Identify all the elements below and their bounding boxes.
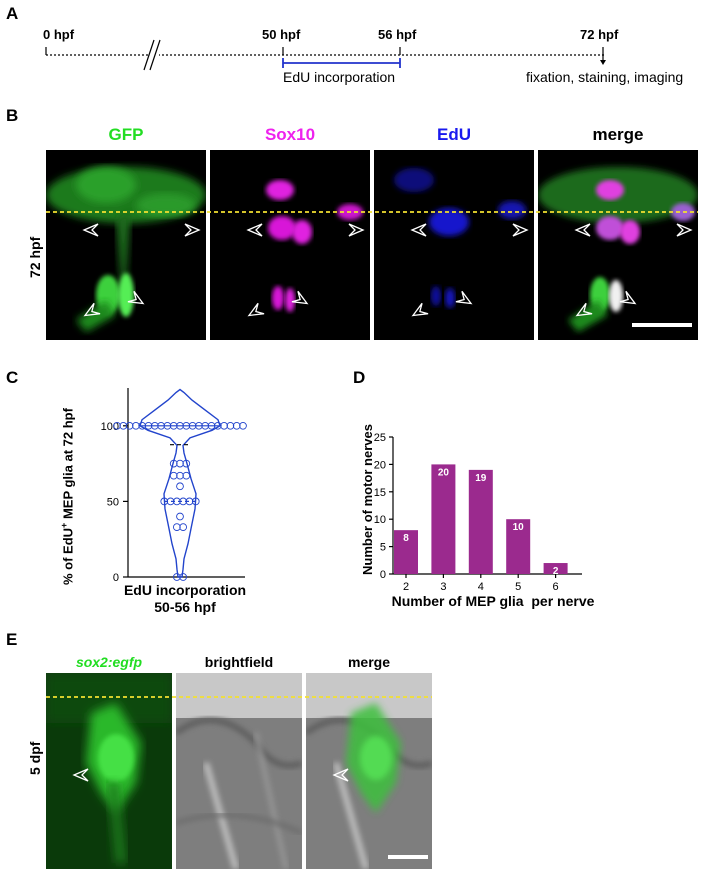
gfp-signal	[46, 167, 206, 332]
panel-d-xlabel: Number of MEP glia per nerve	[391, 593, 595, 609]
d-xtick-label: 2	[403, 581, 409, 593]
edu-micrograph	[374, 150, 534, 340]
panel-c-xlabel-2: 50-56 hpf	[154, 599, 216, 615]
gfp-micrograph	[46, 150, 206, 340]
sox10-signal	[266, 180, 363, 312]
panel-a-label: A	[6, 4, 19, 23]
header-sox10: Sox10	[264, 125, 316, 144]
timeline-0hpf: 0 hpf	[43, 27, 75, 42]
d-bar	[506, 519, 531, 574]
c-data-point	[182, 471, 191, 480]
header-merge-e: merge	[347, 654, 391, 670]
c-data-point	[176, 482, 184, 491]
d-bar-value-label: 20	[438, 467, 450, 478]
d-bar	[468, 469, 493, 574]
c-data-point	[173, 523, 181, 531]
header-brightfield: brightfield	[204, 654, 274, 670]
merge-signal	[538, 167, 698, 332]
c-data-point	[182, 459, 191, 468]
c-data-point	[169, 471, 178, 480]
c-ytick-label: 0	[113, 572, 119, 584]
c-data-point	[176, 512, 184, 521]
header-gfp: GFP	[108, 125, 144, 144]
panel-e-overlay	[46, 696, 432, 859]
arrowhead-icons-e	[72, 768, 349, 782]
d-bar	[394, 530, 418, 574]
c-data-point	[220, 421, 228, 430]
c-data-point	[173, 573, 181, 581]
d-bar-value-label: 19	[475, 473, 487, 484]
timeline-56hpf: 56 hpf	[378, 27, 417, 42]
header-sox2-egfp: sox2:egfp	[75, 654, 143, 670]
c-data-point	[176, 471, 184, 480]
edu-signal	[394, 168, 526, 308]
fixation-label: fixation, staining, imaging	[526, 69, 684, 85]
header-merge: merge	[592, 125, 644, 144]
merge-micrograph	[538, 150, 698, 340]
arrowhead-icons	[82, 223, 693, 317]
c-ytick-label: 50	[107, 496, 119, 508]
c-data-point	[113, 421, 121, 430]
panel-c-xlabel-1: EdU incorporation	[123, 582, 247, 598]
d-xtick-label: 4	[478, 581, 484, 593]
d-ytick-label: 20	[374, 459, 386, 471]
timeline-72hpf: 72 hpf	[580, 27, 619, 42]
merge-e-micrograph	[306, 673, 432, 869]
d-bar-value-label: 10	[513, 522, 525, 533]
c-data-point	[179, 573, 188, 581]
sox2-signal	[46, 673, 172, 869]
d-xtick-label: 5	[515, 581, 521, 593]
d-ytick-label: 25	[374, 432, 386, 444]
d-ytick-label: 5	[380, 542, 386, 554]
c-data-point	[119, 421, 128, 430]
d-bar-value-label: 8	[403, 533, 409, 544]
timeline-graphic	[45, 39, 606, 71]
violin-outline	[139, 388, 221, 578]
d-xtick-label: 6	[553, 581, 559, 593]
d-xtick-label: 3	[440, 581, 446, 593]
timeline-50hpf: 50 hpf	[262, 27, 301, 42]
panel-b-label: B	[6, 106, 19, 125]
c-data-point	[179, 523, 188, 531]
c-data-point	[226, 421, 235, 430]
panel-e-label: E	[6, 630, 18, 649]
brightfield-micrograph	[176, 673, 302, 869]
d-ytick-label: 15	[374, 487, 386, 499]
panel-c-label: C	[6, 368, 19, 387]
d-bar-value-label: 2	[553, 566, 559, 577]
bar-chart: 0 5 10 15 20 25 8 2 20 3 19 4 10 5 2 6	[374, 432, 582, 593]
c-data-point	[239, 421, 247, 430]
d-bar	[543, 563, 568, 574]
c-data-point	[125, 421, 134, 430]
sox10-micrograph	[210, 150, 370, 340]
c-data-point	[232, 421, 241, 430]
sox2-egfp-micrograph	[46, 673, 172, 869]
c-data-point	[169, 459, 178, 468]
d-ytick-label: 10	[374, 514, 386, 526]
c-data-point	[132, 421, 140, 430]
c-data-point	[176, 459, 184, 468]
d-bar	[431, 464, 456, 574]
d-ytick-label: 0	[380, 569, 386, 581]
header-edu: EdU	[437, 125, 471, 144]
edu-incorporation-label: EdU incorporation	[283, 69, 396, 85]
brightfield-signal	[176, 673, 302, 869]
panel-b-overlay	[46, 211, 698, 327]
panel-d-label: D	[353, 368, 366, 387]
merge-e-signal	[306, 673, 432, 869]
